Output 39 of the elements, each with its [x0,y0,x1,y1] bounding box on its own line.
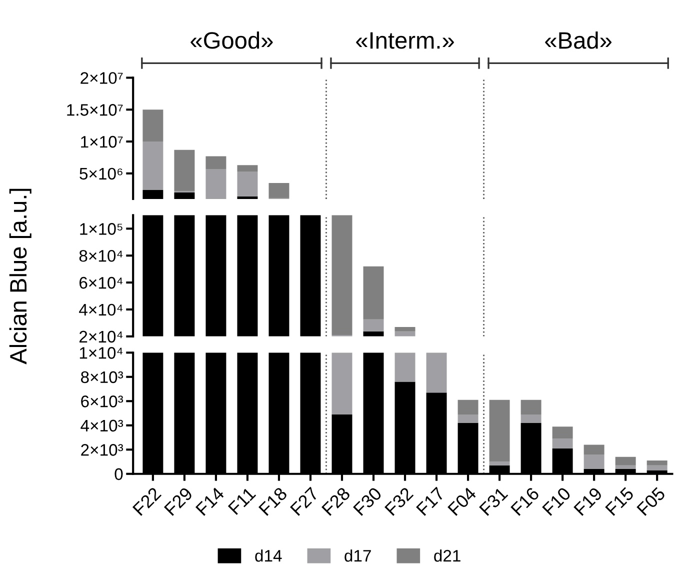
y-tick-label: 4×10⁴ [79,304,123,316]
text: «Interm.» [356,32,454,49]
x-tick-label: F16 [510,486,540,516]
y-tick-label: 6×10⁴ [80,276,123,289]
text: «Good» [190,31,273,49]
x-tick-label: F17 [416,486,446,516]
y-tick-label: 6×10³ [81,396,124,408]
x-tick-label: F18 [258,486,288,516]
x-tick-label: F27 [290,486,320,516]
x-tick-label: F10 [542,486,572,516]
x-tick-label: F31 [478,486,508,516]
y-tick-label: 8×10³ [80,371,124,384]
legend-label: d21 [434,549,460,562]
x-tick-label: F04 [447,486,478,516]
x-tick-label: F14 [195,486,225,516]
legend-label: d14 [255,549,282,562]
x-tick-label: F32 [384,486,414,516]
x-tick-label: F30 [352,486,382,516]
y-tick-label: 2×10⁴ [80,330,123,343]
y-tick-label: 2×10³ [81,444,124,456]
x-tick-label: F11 [228,486,256,515]
y-tick-label: 8×10⁴ [79,250,123,262]
legend-label: d17 [344,549,371,562]
x-tick-label: F19 [573,486,603,516]
y-tick-label: 1×10⁴ [80,347,123,359]
x-tick-label: F29 [164,486,194,516]
text: «Bad» [545,31,612,49]
y-axis-title: Alcian Blue [a.u.] [9,188,32,364]
y-tick-label: 4×10³ [80,420,124,432]
y-tick-label: 2×10⁷ [80,72,123,84]
y-tick-label: 1.5×10⁷ [67,104,123,116]
y-tick-label: 0 [114,468,123,480]
x-tick-label: F15 [605,486,634,516]
x-tick-label: F28 [321,486,351,516]
y-tick-label: 5×10⁶ [80,168,122,180]
y-tick-label: 1×10⁵ [80,223,122,235]
x-tick-label: F22 [132,486,162,516]
x-tick-label: F05 [636,486,666,516]
y-tick-label: 1×10⁷ [81,136,123,148]
